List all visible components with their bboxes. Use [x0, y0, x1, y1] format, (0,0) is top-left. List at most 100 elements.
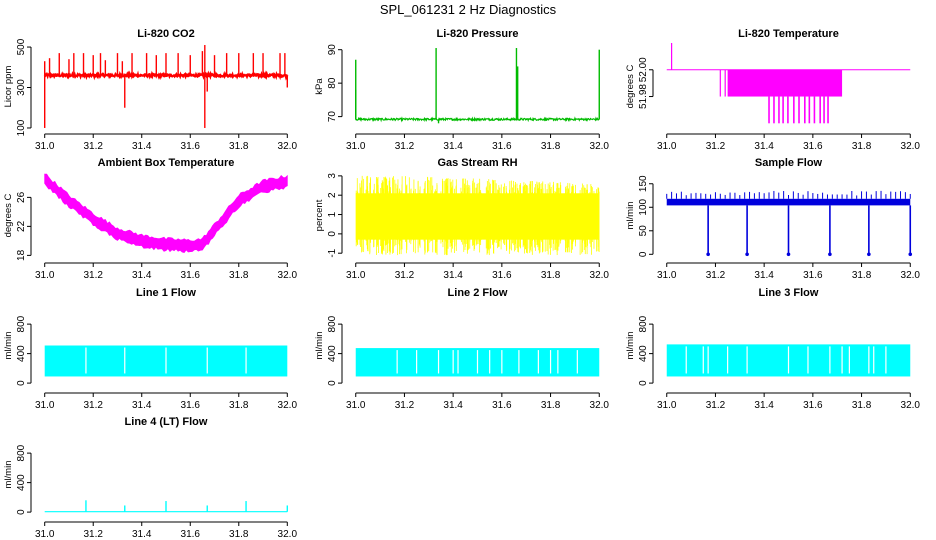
baseline-trace	[355, 116, 600, 123]
x-tick-label: 32.0	[590, 400, 610, 411]
drop-point	[908, 252, 913, 257]
x-tick-label: 31.8	[541, 270, 561, 281]
x-tick-label: 31.8	[852, 141, 872, 152]
x-tick-label: 31.0	[35, 400, 55, 411]
x-tick-label: 31.4	[443, 400, 463, 411]
y-tick-label: 3	[327, 173, 338, 179]
x-tick-label: 31.2	[706, 270, 726, 281]
y-tick-label: 0	[16, 509, 27, 515]
y-axis-label: ml/min	[625, 202, 636, 230]
y-tick-label: 90	[327, 44, 338, 56]
x-tick-label: 31.6	[181, 400, 201, 411]
x-tick-label: 31.4	[754, 141, 774, 152]
panel-title: Line 2 Flow	[448, 287, 508, 299]
drop-point	[867, 252, 871, 257]
y-axis-label: ml/min	[314, 332, 325, 360]
x-tick-label: 31.2	[395, 400, 415, 411]
x-tick-label: 31.0	[346, 270, 366, 281]
x-tick-label: 31.6	[492, 400, 512, 411]
panel-title: Li-820 CO2	[137, 28, 194, 40]
series-line-2-flow	[355, 348, 600, 377]
panel-sample-flow: Sample Flow 31.0 31.2 31.4 31.6 31.8 32.0 0 50 10…	[625, 157, 920, 281]
x-tick-label: 31.4	[132, 529, 152, 540]
panel-line-4-lt-flow: Line 4 (LT) Flow 31.0 31.2 31.4 31.6 31.8 32.0…	[3, 416, 297, 540]
x-tick-label: 31.6	[181, 529, 201, 540]
x-tick-label: 31.6	[803, 270, 823, 281]
panel-title: Line 1 Flow	[136, 287, 196, 299]
figure-title: SPL_061231 2 Hz Diagnostics	[379, 2, 557, 17]
y-tick-label: 400	[327, 345, 338, 362]
series-line-4-lt-flow	[44, 500, 288, 513]
y-tick-label: 0	[638, 251, 649, 257]
panel-line-3-flow: Line 3 Flow 31.0 31.2 31.4 31.6 31.8 32.0 0 400 8…	[625, 287, 920, 411]
series-li820-pressure	[355, 48, 600, 124]
y-tick-label: 400	[638, 345, 649, 362]
panel-title: Li-820 Pressure	[437, 28, 519, 40]
x-tick-label: 32.0	[901, 141, 921, 152]
y-tick-label: -1	[327, 248, 338, 257]
y-tick-label: 0	[16, 380, 27, 386]
y-tick-label: 51.98	[638, 84, 649, 109]
x-tick-label: 32.0	[278, 400, 298, 411]
x-tick-label: 32.0	[590, 141, 610, 152]
y-tick-label: 800	[16, 315, 27, 332]
x-tick-label: 31.8	[541, 141, 561, 152]
x-tick-label: 31.8	[229, 141, 249, 152]
y-axis-label: ml/min	[3, 461, 14, 489]
x-tick-label: 31.2	[395, 270, 415, 281]
x-tick-label: 31.0	[35, 270, 55, 281]
x-tick-label: 31.2	[395, 141, 415, 152]
series-ambient-box-temperature	[44, 173, 288, 253]
x-tick-label: 31.2	[706, 400, 726, 411]
flow-band	[666, 198, 911, 206]
panel-title: Li-820 Temperature	[738, 28, 839, 40]
y-tick-label: 150	[638, 175, 649, 192]
y-axis-label: Licor ppm	[3, 66, 14, 108]
series-li820-co2	[43, 45, 289, 128]
panel-title: Line 3 Flow	[759, 287, 819, 299]
y-tick-label: 400	[16, 345, 27, 362]
panel-title: Ambient Box Temperature	[98, 157, 235, 169]
y-tick-label: 2	[327, 192, 338, 198]
panel-li820-pressure: Li-820 Pressure 31.0 31.2 31.4 31.6 31.8 32.0 7…	[314, 28, 609, 152]
y-tick-label: 0	[327, 231, 338, 237]
y-tick-label: 100	[16, 119, 27, 136]
x-tick-label: 31.2	[83, 529, 103, 540]
drop-point	[706, 252, 710, 257]
drop-point	[828, 252, 832, 257]
x-tick-label: 31.0	[346, 400, 366, 411]
panel-line-1-flow: Line 1 Flow 31.0 31.2 31.4 31.6 31.8 32.0 0 400 8…	[3, 287, 297, 411]
series-line-1-flow	[44, 345, 288, 377]
x-tick-label: 31.8	[852, 400, 872, 411]
x-tick-label: 31.8	[852, 270, 872, 281]
x-tick-label: 32.0	[901, 400, 921, 411]
x-tick-label: 31.8	[229, 270, 249, 281]
axes-li820-pressure: 31.0 31.2 31.4 31.6 31.8 32.0 70 80 90 kPa	[314, 44, 609, 152]
x-tick-label: 31.2	[706, 141, 726, 152]
x-tick-label: 31.0	[657, 141, 677, 152]
x-tick-label: 31.8	[229, 529, 249, 540]
x-tick-label: 31.6	[492, 270, 512, 281]
y-tick-label: 800	[16, 444, 27, 461]
y-tick-label: 22	[16, 220, 27, 232]
panel-line-2-flow: Line 2 Flow 31.0 31.2 31.4 31.6 31.8 32.0 0 400 8…	[314, 287, 609, 411]
series-gas-stream-rh	[355, 175, 600, 256]
x-tick-label: 31.2	[83, 270, 103, 281]
x-tick-label: 31.4	[443, 270, 463, 281]
panel-title: Gas Stream RH	[437, 157, 517, 169]
y-tick-label: 0	[327, 380, 338, 386]
panel-li820-temperature: Li-820 Temperature 31.0 31.2 31.4 31.6 31.8 32…	[625, 28, 920, 152]
x-tick-label: 31.6	[803, 400, 823, 411]
axes-li820-temperature: 31.0 31.2 31.4 31.6 31.8 32.0 51.98 52.00degree…	[625, 57, 920, 152]
x-tick-label: 31.4	[132, 270, 152, 281]
y-axis-label: ml/min	[3, 332, 14, 360]
panel-title: Line 4 (LT) Flow	[125, 416, 208, 428]
x-tick-label: 31.0	[35, 529, 55, 540]
x-tick-label: 32.0	[901, 270, 921, 281]
x-tick-label: 31.0	[346, 141, 366, 152]
